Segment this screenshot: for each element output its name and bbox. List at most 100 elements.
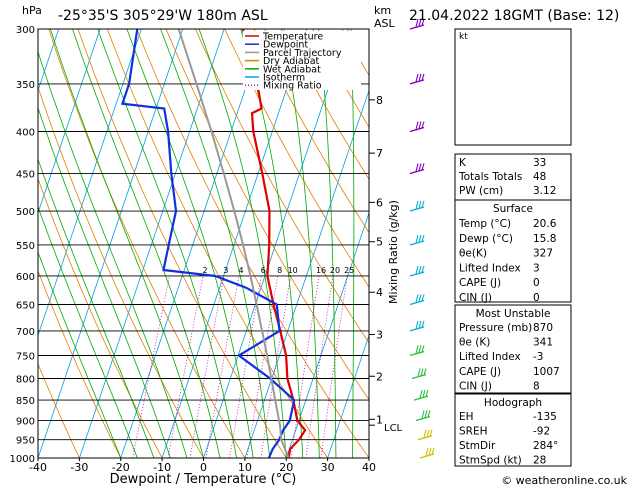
- index-row-label: Totals Totals: [458, 171, 522, 183]
- surface-row-value: 0: [533, 292, 540, 304]
- isotherm-line: [79, 29, 225, 458]
- index-row-label: PW (cm): [459, 185, 503, 197]
- wind-barb-flag: [426, 429, 430, 438]
- wind-barb-shaft: [409, 168, 425, 175]
- mixing-ratio-line: [205, 275, 240, 458]
- mixing-ratio-line: [229, 275, 262, 458]
- pressure-tick-label: 700: [16, 327, 35, 338]
- wind-barb-shaft: [409, 126, 425, 133]
- most-unstable-row-value: 1007: [533, 366, 560, 378]
- km-tick-label: 4: [376, 286, 383, 299]
- mixing-ratio-line: [167, 275, 204, 458]
- dry-adiabat-line: [38, 362, 80, 458]
- wind-barb-flag: [418, 265, 422, 274]
- most-unstable-row-label: Pressure (mb): [459, 322, 532, 334]
- most-unstable-row-label: CAPE (J): [459, 366, 501, 378]
- pressure-tick-label: 350: [16, 80, 35, 91]
- wind-barb-flag: [419, 389, 423, 399]
- index-row-value: 3.12: [533, 185, 556, 197]
- km-tick-label: 6: [376, 196, 383, 209]
- wind-barb-flag: [415, 345, 419, 354]
- isotherm-line: [38, 29, 184, 458]
- wind-barb-flag: [418, 73, 422, 82]
- wind-barb-shaft: [411, 373, 427, 380]
- pressure-tick-label: 500: [16, 207, 35, 218]
- wind-barb-flag: [421, 265, 425, 273]
- index-row-value: 33: [533, 157, 546, 169]
- wind-barb-flag: [425, 389, 429, 397]
- surface-row-value: 0: [533, 277, 540, 289]
- wind-barb-flag: [415, 73, 419, 83]
- isotherm-line: [327, 334, 369, 458]
- wet-adiabat-line: [350, 29, 355, 458]
- most-unstable-row-label: CIN (J): [459, 380, 492, 392]
- most-unstable-row-value: 8: [533, 380, 540, 392]
- hodograph-row-label: StmSpd (kt): [459, 455, 522, 467]
- surface-row-value: 3: [533, 262, 540, 274]
- isotherm-line: [38, 29, 101, 215]
- wet-adiabat-line: [160, 29, 271, 458]
- wind-barb-shaft: [415, 415, 431, 422]
- asl-label: ASL: [374, 17, 396, 30]
- index-row-value: 48: [533, 171, 546, 183]
- most-unstable-row-value: 870: [533, 322, 553, 334]
- table-block: [454, 199, 572, 303]
- wind-barb-shaft: [409, 240, 425, 246]
- x-tick-label: -40: [29, 461, 47, 474]
- surface-row-label: CIN (J): [459, 292, 492, 304]
- x-axis-label: Dewpoint / Temperature (°C): [110, 472, 297, 486]
- most-unstable-row-label: θe (K): [459, 337, 490, 349]
- wind-barb-flag: [415, 294, 419, 303]
- wind-barb-flag: [421, 320, 425, 328]
- wind-barb-flag: [431, 447, 435, 455]
- profile-lines: [120, 29, 307, 458]
- legend-label: Wet Adiabat: [263, 64, 321, 75]
- km-tick-label: 8: [376, 94, 383, 107]
- dry-adiabat-line: [577, 29, 629, 458]
- wind-barb-shaft: [409, 326, 425, 332]
- wind-barb-flag: [422, 389, 426, 398]
- mixing-ratio-line: [305, 275, 334, 458]
- pressure-tick-label: 450: [16, 169, 35, 180]
- legend-label: Dry Adiabat: [263, 56, 320, 67]
- mixing-ratio-axis-label: Mixing Ratio (g/kg): [387, 200, 400, 304]
- isotherm-line: [161, 29, 308, 458]
- pressure-tick-label: 300: [16, 25, 35, 36]
- surface-row-label: Lifted Index: [459, 262, 521, 274]
- km-tick-label: 1: [376, 413, 383, 426]
- dry-adiabat-line: [253, 29, 369, 234]
- wind-barb-shaft: [409, 299, 425, 306]
- hodograph-row-label: StmDir: [459, 440, 496, 452]
- series-temperature: [241, 29, 307, 458]
- wind-barb-flag: [421, 121, 425, 129]
- pressure-tick-label: 950: [16, 436, 35, 447]
- wet-adiabat-line: [38, 106, 171, 458]
- pressure-tick-label: 900: [16, 416, 35, 427]
- pressure-tick-label: 400: [16, 128, 35, 139]
- most-unstable-row-value: -3: [533, 351, 543, 363]
- surface-row-value: 327: [533, 248, 553, 260]
- wind-barbs: [409, 18, 435, 459]
- wind-barb-flag: [418, 121, 422, 129]
- x-tick-label: 20: [279, 461, 293, 474]
- wind-barb-flag: [418, 320, 422, 329]
- x-tick-label: 0: [200, 461, 207, 474]
- wind-barb-flag: [428, 447, 432, 456]
- hodograph-row-value: -135: [533, 411, 557, 423]
- hodograph-row-value: -92: [533, 426, 550, 438]
- table-block: [454, 153, 572, 201]
- wind-barb-flag: [424, 410, 428, 418]
- wind-barb-flag: [421, 73, 425, 81]
- hodograph-row-label: SREH: [459, 426, 488, 438]
- wind-barb-flag: [418, 163, 422, 171]
- wind-barb-flag: [415, 265, 419, 275]
- index-row-label: K: [459, 157, 467, 169]
- mixing-ratio-line: [290, 275, 320, 458]
- wind-barb-flag: [429, 429, 433, 437]
- table-block: [454, 304, 572, 394]
- km-tick-label: 7: [376, 147, 383, 160]
- mixing-ratio-label: 4: [238, 266, 243, 275]
